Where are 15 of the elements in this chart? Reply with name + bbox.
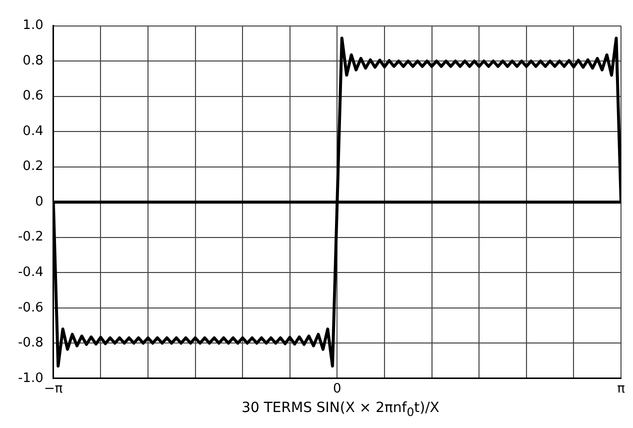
y-tick-label: 0.4 — [22, 124, 44, 139]
x-axis-title: 30 TERMS SIN(X × 2πnf$_{0}$t)/X — [240, 400, 440, 419]
y-tick-label: 1.0 — [22, 18, 44, 34]
y-tick-label: 0.6 — [22, 88, 44, 104]
y-tick-label: 0 — [35, 194, 44, 210]
y-tick-label: -0.6 — [18, 300, 44, 316]
x-tick-label: 0 — [333, 382, 342, 397]
y-tick-label: -0.8 — [18, 336, 44, 351]
y-tick-label: -0.4 — [18, 264, 44, 280]
y-tick-label: -0.2 — [18, 230, 44, 245]
y-tick-label: 0.8 — [22, 53, 44, 68]
y-tick-label: -1.0 — [18, 370, 44, 386]
y-tick-label: 0.2 — [22, 159, 44, 174]
x-tick-label: −π — [44, 382, 63, 397]
x-tick-label: π — [617, 382, 626, 397]
